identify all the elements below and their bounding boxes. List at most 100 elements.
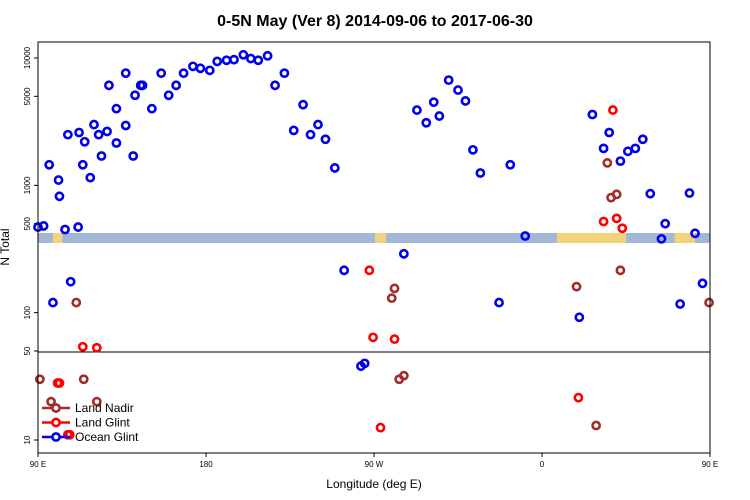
land-patch	[556, 233, 626, 243]
data-point	[622, 146, 633, 157]
data-point	[253, 55, 264, 66]
data-point	[475, 168, 486, 178]
data-point	[398, 248, 409, 259]
data-point	[690, 228, 700, 239]
data-point	[128, 151, 139, 161]
data-point	[93, 129, 104, 140]
data-point	[364, 265, 375, 276]
data-point	[460, 96, 471, 106]
data-point	[85, 172, 96, 183]
data-point	[305, 129, 316, 140]
data-point	[91, 342, 102, 353]
y-axis-label: N Total	[0, 228, 12, 265]
data-point	[130, 90, 140, 101]
data-point	[604, 127, 615, 138]
data-point	[146, 103, 157, 114]
data-point	[238, 49, 249, 60]
data-point	[77, 341, 88, 352]
plot-frame	[37, 41, 711, 454]
data-point	[156, 68, 167, 79]
data-point	[221, 55, 232, 66]
legend-item: Land Glint	[42, 416, 130, 430]
data-point	[704, 297, 714, 308]
data-point	[38, 221, 49, 231]
data-point	[34, 374, 45, 385]
data-point	[505, 159, 516, 170]
data-point	[434, 111, 445, 121]
data-point	[421, 117, 432, 128]
data-point	[571, 281, 582, 292]
data-point	[62, 129, 73, 140]
data-point	[178, 68, 189, 79]
land-patch	[52, 233, 63, 243]
data-point	[54, 378, 65, 388]
data-point	[204, 65, 215, 76]
data-point	[587, 109, 598, 120]
data-point	[428, 97, 439, 108]
data-point	[212, 56, 223, 67]
data-point	[608, 105, 618, 115]
data-point	[104, 80, 114, 91]
data-point	[120, 120, 131, 131]
data-point	[288, 125, 299, 136]
data-point	[54, 191, 65, 202]
y-tick-label: 1000	[23, 176, 32, 194]
data-point	[270, 80, 280, 91]
data-point	[188, 61, 198, 72]
data-point	[598, 143, 609, 154]
data-point	[660, 218, 671, 229]
data-point	[617, 223, 628, 234]
data-point	[637, 134, 648, 145]
y-tick-label: 500	[23, 216, 32, 230]
y-tick-label: 5000	[23, 87, 32, 105]
data-point	[245, 53, 256, 64]
data-point	[279, 68, 290, 79]
data-point	[65, 276, 76, 287]
data-point	[102, 126, 112, 137]
data-point	[48, 297, 58, 308]
data-point	[89, 119, 99, 130]
x-tick-label: 90 E	[30, 460, 46, 469]
y-tick-label: 10	[23, 435, 32, 444]
series-ocean-glint	[33, 49, 708, 372]
data-point	[79, 136, 90, 147]
data-point	[298, 99, 308, 110]
data-point	[111, 138, 122, 148]
legend-item: Ocean Glint	[42, 430, 139, 444]
data-point	[135, 80, 146, 91]
land-patch	[374, 233, 387, 243]
legend-label: Land Glint	[75, 416, 130, 430]
data-point	[573, 392, 584, 403]
land-band	[38, 233, 710, 243]
data-point	[78, 374, 89, 385]
data-point	[71, 297, 82, 308]
ocean-band	[38, 233, 710, 243]
data-point	[598, 216, 609, 227]
data-point	[44, 159, 55, 170]
data-point	[46, 396, 56, 407]
y-tick-label: 50	[23, 346, 32, 355]
x-tick-label: 180	[199, 460, 213, 469]
data-point	[262, 50, 273, 61]
data-point	[111, 103, 122, 114]
data-point	[468, 144, 478, 155]
data-point	[368, 332, 378, 343]
data-point	[60, 224, 70, 235]
y-tick-label: 10000	[23, 46, 32, 69]
x-tick-label: 0	[540, 460, 545, 469]
data-point	[615, 156, 626, 166]
data-point	[229, 54, 239, 65]
legend-swatch-marker	[51, 403, 61, 413]
data-point	[120, 68, 131, 79]
legend-swatch-marker	[51, 432, 61, 442]
data-point	[375, 422, 386, 433]
data-point	[64, 429, 75, 440]
data-point	[453, 85, 463, 95]
legend-label: Ocean Glint	[75, 430, 139, 444]
data-point	[320, 134, 331, 145]
x-tick-label: 90 E	[702, 460, 718, 469]
data-point	[656, 233, 667, 244]
legend-swatch-marker	[51, 417, 61, 428]
